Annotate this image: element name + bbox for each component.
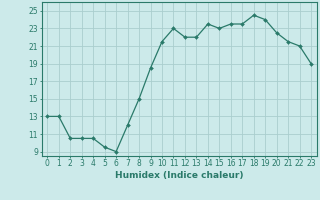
X-axis label: Humidex (Indice chaleur): Humidex (Indice chaleur): [115, 171, 244, 180]
